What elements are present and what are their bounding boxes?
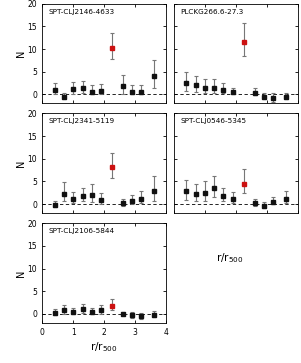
Y-axis label: N: N (16, 50, 26, 57)
Text: SPT-CLJ2146-4633: SPT-CLJ2146-4633 (48, 9, 114, 15)
Text: SPT-CLJ2341-5119: SPT-CLJ2341-5119 (48, 118, 114, 125)
Text: SPT-CLJ0546-5345: SPT-CLJ0546-5345 (180, 118, 246, 125)
X-axis label: r/r$_{500}$: r/r$_{500}$ (91, 340, 118, 354)
Text: PLCKG266.6-27.3: PLCKG266.6-27.3 (180, 9, 243, 15)
Text: r/r$_{500}$: r/r$_{500}$ (216, 251, 244, 265)
Text: SPT-CLJ2106-5844: SPT-CLJ2106-5844 (48, 228, 114, 234)
Y-axis label: N: N (16, 269, 26, 277)
Y-axis label: N: N (16, 160, 26, 167)
